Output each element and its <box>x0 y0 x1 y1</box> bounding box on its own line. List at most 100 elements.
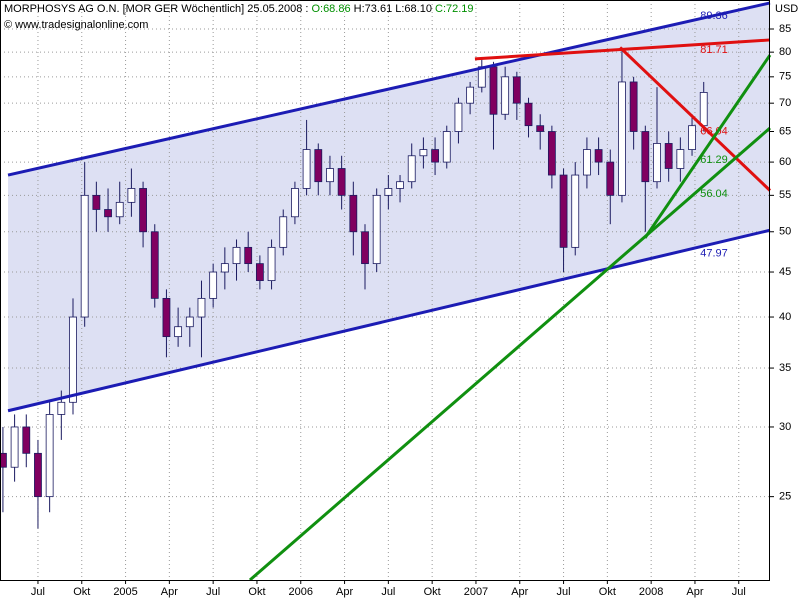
y-tick-label: 35 <box>779 362 791 374</box>
candle-body <box>255 263 264 282</box>
candle-body <box>10 426 19 468</box>
candle-body <box>22 426 31 454</box>
x-tick-label: 2008 <box>639 586 663 598</box>
candle-body <box>267 246 276 282</box>
trend-label: 47.97 <box>700 248 728 260</box>
chart-title: MORPHOSYS AG O.N. [MOR GER Wöchentlich] … <box>4 3 474 15</box>
candle-body <box>69 316 77 403</box>
candle-body <box>337 168 346 196</box>
x-tick-label: Apr <box>511 586 528 598</box>
chart-subtitle: © www.tradesignalonline.com <box>4 19 148 31</box>
ohlc-value: H:73.61 <box>354 3 393 15</box>
x-tick-label: Okt <box>73 586 90 598</box>
candle-body <box>442 131 451 163</box>
candle-body <box>302 149 311 189</box>
candle-body <box>244 246 253 265</box>
x-tick-label: Jul <box>381 586 395 598</box>
candle-body <box>349 194 358 233</box>
candle-body <box>407 155 416 183</box>
candle-body <box>396 181 404 189</box>
candle-body <box>115 201 124 218</box>
x-tick-label: Apr <box>336 586 353 598</box>
candle-body <box>466 86 475 104</box>
candle-body <box>618 81 626 196</box>
trend-label: 61.29 <box>700 154 728 166</box>
candle-body <box>688 125 696 150</box>
candle-body <box>291 188 299 218</box>
title: MORPHOSYS AG O.N. [MOR GER Wöchentlich] … <box>4 3 308 15</box>
y-tick-label: 55 <box>779 189 791 201</box>
y-tick-label: 45 <box>779 266 791 278</box>
candle-body <box>34 452 42 498</box>
candle-body <box>489 66 498 115</box>
x-tick-label: Apr <box>686 586 703 598</box>
candle-body <box>326 168 334 183</box>
candle-body <box>174 326 183 338</box>
candle-body <box>629 81 638 132</box>
candle-body <box>162 297 171 338</box>
candle-body <box>512 76 521 104</box>
y-tick-label: 85 <box>779 23 791 35</box>
candle-body <box>676 149 685 169</box>
candle-body <box>45 414 54 498</box>
candle-body <box>559 174 568 248</box>
ohlc-value: O:68.86 <box>311 3 350 15</box>
y-tick-label: 70 <box>779 97 791 109</box>
candle-body <box>431 149 439 163</box>
candle-body <box>384 188 393 196</box>
plot-frame <box>0 0 770 581</box>
candle-body <box>583 149 591 176</box>
trend-label: 56.04 <box>700 188 728 200</box>
candle-body <box>279 216 288 248</box>
candle-body <box>220 263 229 273</box>
x-tick-label: Jul <box>206 586 220 598</box>
candle-body <box>104 209 112 218</box>
candle-body <box>641 131 650 183</box>
trend-line <box>7 1 771 177</box>
candle-body <box>150 231 159 299</box>
x-tick-label: Okt <box>424 586 441 598</box>
candle-body <box>454 102 463 132</box>
y-tick-label: 40 <box>779 311 791 323</box>
candle-body <box>232 246 241 265</box>
y-tick-label: 80 <box>779 46 791 58</box>
candle-body <box>57 401 66 415</box>
candle-body <box>699 92 708 127</box>
candle-body <box>571 174 580 248</box>
candle-body <box>606 161 615 196</box>
candle-body <box>664 143 673 169</box>
candle-body <box>80 194 89 318</box>
y-tick-label: 75 <box>779 71 791 83</box>
trend-line <box>248 126 771 582</box>
trend-label: 81.71 <box>700 44 728 56</box>
y-tick-label: 65 <box>779 125 791 137</box>
trend-line <box>7 228 771 413</box>
y-tick-label: 30 <box>779 421 791 433</box>
x-tick-label: 2005 <box>113 586 137 598</box>
candle-body <box>361 231 369 265</box>
trend-line <box>643 54 772 239</box>
ohlc-value: C:72.19 <box>435 3 474 15</box>
candle-body <box>127 188 136 203</box>
candle-body <box>524 102 533 127</box>
candle-body <box>547 131 556 176</box>
x-tick-label: Okt <box>599 586 616 598</box>
x-tick-label: 2007 <box>464 586 488 598</box>
x-tick-label: 2006 <box>289 586 313 598</box>
candle-body <box>139 188 147 233</box>
x-tick-label: Jul <box>31 586 45 598</box>
candle-body <box>92 194 101 210</box>
candle-body <box>372 194 381 265</box>
y-tick-label: 60 <box>779 156 791 168</box>
candle-body <box>314 149 323 183</box>
candle-body <box>419 149 428 157</box>
candle-body <box>653 143 661 183</box>
trend-line <box>619 46 772 192</box>
x-tick-label: Apr <box>161 586 178 598</box>
candle-body <box>501 76 510 115</box>
candle-body <box>185 316 194 328</box>
candle-body <box>209 271 218 299</box>
candle-body <box>197 297 206 318</box>
x-tick-label: Okt <box>248 586 265 598</box>
